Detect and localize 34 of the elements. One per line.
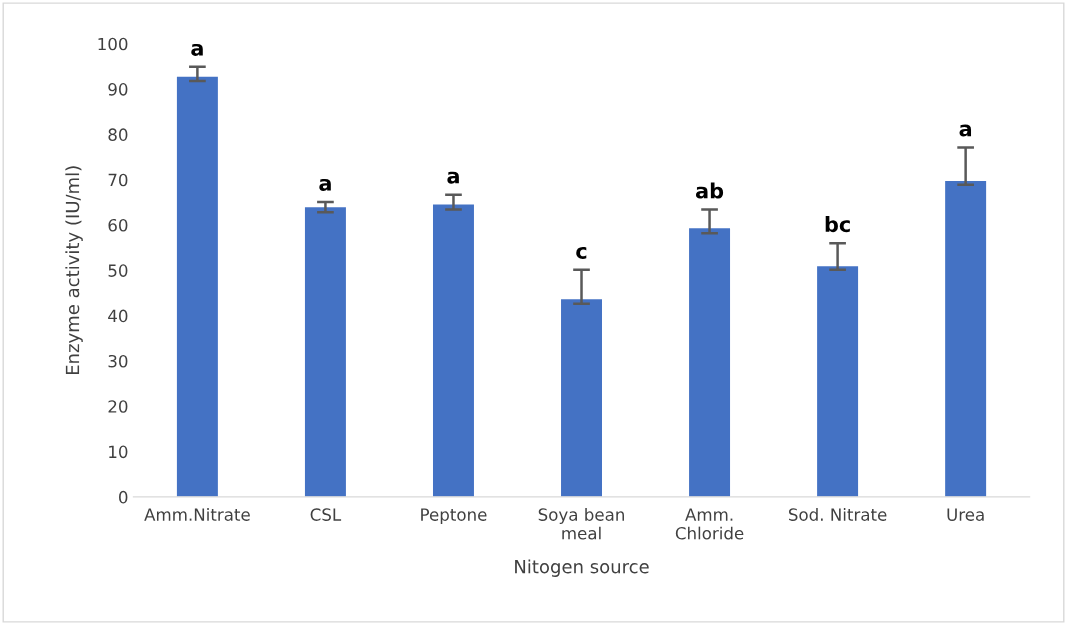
bar [432,204,474,497]
y-tick-label: 10 [109,445,128,459]
y-tick-label: 50 [108,264,128,277]
y-axis-title: Enzyme activity (IU/ml) [65,166,83,375]
bar [176,76,218,497]
x-tick-label: Soya bean meal [538,507,624,540]
annotation: c [576,246,587,259]
annotation: ab [695,182,724,199]
x-axis-title: Nitogen source [515,559,649,577]
y-tick-label: 20 [108,400,128,413]
bar [945,181,987,497]
bar [561,299,602,497]
bar [304,207,346,497]
annotation: a [319,178,331,191]
x-tick-label: Amm.Nitrate [144,507,250,521]
y-tick-label: 60 [108,218,128,232]
x-tick-label: Peptone [421,508,487,525]
annotation: a [447,171,459,184]
x-tick-label: Amm. Chloride [675,508,744,540]
y-tick-label: 0 [119,490,128,504]
x-tick-label: CSL [310,508,342,521]
bar [689,228,731,497]
annotation: bc [825,216,850,233]
y-tick-label: 100 [98,37,128,51]
y-tick-label: 90 [108,83,128,96]
y-tick-label: 30 [108,354,128,368]
y-tick-label: 40 [108,309,128,323]
x-tick-label: Urea [947,508,984,521]
annotation: a [191,43,203,56]
annotation: a [959,124,972,137]
y-tick-label: 80 [108,128,128,141]
y-tick-label: 70 [108,173,128,187]
x-tick-label: Sod. Nitrate [788,507,887,521]
bar [817,266,859,497]
